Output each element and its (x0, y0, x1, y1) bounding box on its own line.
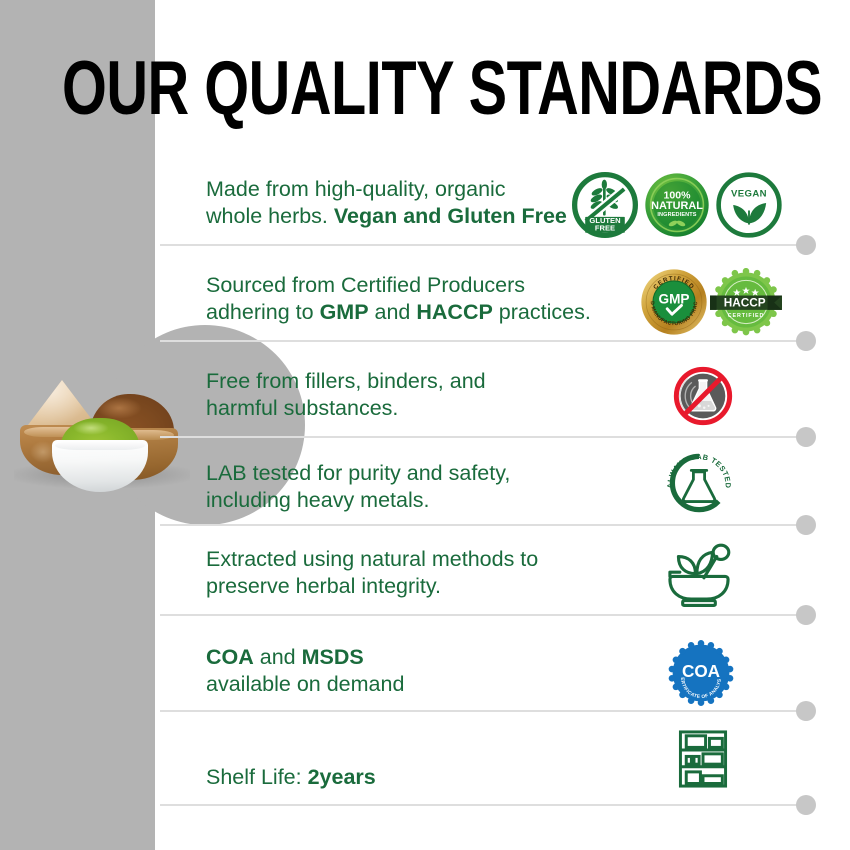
row-6-text: COA and MSDS available on demand (206, 644, 596, 698)
row-3-line1: Free from fillers, binders, and (206, 369, 486, 393)
row-5-divider (160, 614, 802, 616)
row-2-line2-post: practices. (492, 300, 591, 324)
row-7-text: Shelf Life: 2years (206, 764, 596, 791)
haccp-sub-label: CERTIFIED (728, 313, 765, 319)
gluten-free-badge: GLUTEN FREE (572, 172, 638, 238)
no-chemicals-icon (672, 365, 734, 427)
row-2-haccp: HACCP (416, 300, 493, 324)
row-7-line1-normal: Shelf Life: (206, 765, 308, 789)
page-title: OUR QUALITY STANDARDS (62, 47, 823, 132)
row-5-line2: preserve herbal integrity. (206, 574, 442, 598)
haccp-stars (733, 286, 759, 296)
vegan-label: VEGAN (731, 188, 767, 199)
mortar-and-pestle-icon (660, 538, 738, 612)
natural-label-line2: NATURAL (651, 200, 703, 212)
row-5-line1: Extracted using natural methods to (206, 547, 539, 571)
row-1-text: Made from high-quality, organic whole he… (206, 176, 596, 230)
row-4-badges: ALWAYS LAB TESTED (664, 448, 734, 518)
row-6-divider (160, 710, 802, 712)
row-6-divider-dot[interactable] (796, 701, 816, 721)
bowl-green-powder (52, 418, 148, 492)
vegan-badge: VEGAN (716, 172, 782, 238)
row-6-line2: available on demand (206, 672, 405, 696)
100-natural-ingredients-badge: 100% NATURAL INGREDIENTS (644, 172, 710, 238)
storage-shelf-icon (674, 726, 732, 792)
row-4-line2: including heavy metals. (206, 488, 430, 512)
flask-outline-icon (681, 469, 717, 503)
row-3-line2: harmful substances. (206, 396, 399, 420)
herbal-powder-bowls-image (8, 370, 198, 500)
haccp-label: HACCP (724, 297, 766, 310)
row-7-divider (160, 804, 802, 806)
row-2-line1: Sourced from Certified Producers (206, 273, 526, 297)
row-1-divider (160, 244, 802, 246)
row-3-badges (672, 365, 734, 427)
row-5-badges (660, 538, 738, 612)
row-6-msds: MSDS (301, 645, 364, 669)
row-2-line2-mid: and (368, 300, 417, 324)
natural-label-line3: INGREDIENTS (657, 212, 696, 218)
natural-label-line1: 100% (664, 189, 692, 201)
row-1-divider-dot[interactable] (796, 235, 816, 255)
row-4-text: LAB tested for purity and safety, includ… (206, 460, 596, 514)
haccp-ribbon: HACCP (710, 295, 782, 310)
row-6-line1-mid: and (253, 645, 302, 669)
row-7-line1-bold: 2years (307, 765, 376, 789)
row-1-line2-normal: whole herbs. (206, 204, 334, 228)
row-7-divider-dot[interactable] (796, 795, 816, 815)
row-1-badges: GLUTEN FREE (572, 172, 782, 238)
row-1-line1: Made from high-quality, organic (206, 177, 506, 201)
gmp-label: GMP (659, 291, 690, 306)
check-icon (665, 303, 683, 316)
coa-label: COA (682, 661, 720, 681)
gmp-certified-badge: CERTIFIED GOOD MANUFACTURING PRACTICE GM… (640, 268, 708, 336)
row-5-text: Extracted using natural methods to prese… (206, 546, 596, 600)
row-4-line1: LAB tested for purity and safety, (206, 461, 511, 485)
row-2-badges: CERTIFIED GOOD MANUFACTURING PRACTICE GM… (640, 268, 782, 336)
row-5-divider-dot[interactable] (796, 605, 816, 625)
row-3-text: Free from fillers, binders, and harmful … (206, 368, 596, 422)
coa-badge: COA CERTIFICATE OF ANALYSIS (668, 640, 734, 706)
row-6-badges: COA CERTIFICATE OF ANALYSIS (668, 640, 734, 706)
gluten-free-label-line1: GLUTEN (589, 216, 620, 225)
row-2-divider (160, 340, 802, 342)
row-1-line2-bold: Vegan and Gluten Free (333, 204, 567, 228)
row-4-divider-dot[interactable] (796, 515, 816, 535)
vegan-leaves-icon (733, 203, 767, 225)
row-2-divider-dot[interactable] (796, 331, 816, 351)
row-2-text: Sourced from Certified Producers adherin… (206, 272, 596, 326)
row-3-divider (160, 436, 802, 438)
row-2-line2-pre: adhering to (206, 300, 320, 324)
always-lab-tested-badge: ALWAYS LAB TESTED (664, 448, 734, 518)
row-2-gmp: GMP (319, 300, 369, 324)
row-6-coa: COA (206, 645, 254, 669)
gluten-free-label-line2: FREE (595, 223, 615, 232)
row-4-divider (160, 524, 802, 526)
row-3-divider-dot[interactable] (796, 427, 816, 447)
row-7-badges (674, 726, 732, 792)
natural-leaves-icon (668, 220, 686, 227)
haccp-certified-badge: CERTIFIED HACCP (710, 268, 782, 336)
